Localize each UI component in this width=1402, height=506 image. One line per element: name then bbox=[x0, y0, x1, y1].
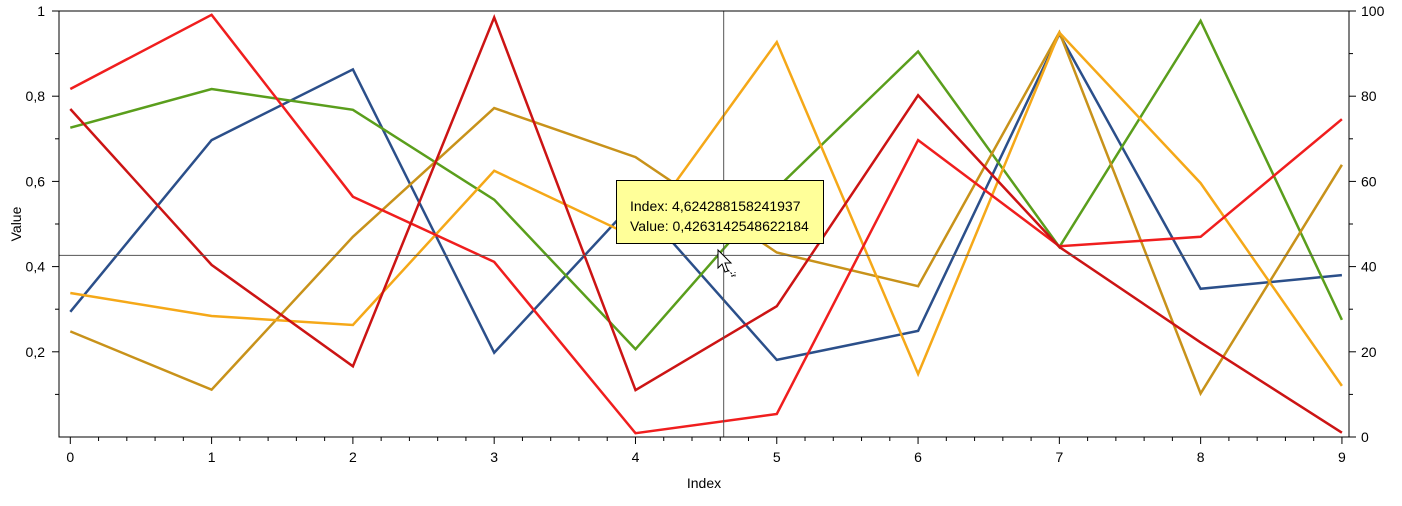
y-tick-label: 1 bbox=[37, 3, 45, 19]
x-tick-label: 5 bbox=[773, 449, 781, 465]
y2-tick-label: 100 bbox=[1361, 3, 1385, 19]
y-tick-label: 0,6 bbox=[26, 173, 46, 189]
y2-tick-label: 80 bbox=[1361, 88, 1377, 104]
y2-tick-label: 0 bbox=[1361, 429, 1369, 445]
tooltip-value-line: Value: 0,4263142548622184 bbox=[630, 218, 809, 234]
y-axis-title: Value bbox=[8, 206, 24, 241]
y2-tick-label: 20 bbox=[1361, 344, 1377, 360]
x-tick-label: 8 bbox=[1197, 449, 1205, 465]
x-axis-title: Index bbox=[687, 475, 721, 491]
x-tick-label: 7 bbox=[1055, 449, 1063, 465]
tracker-tooltip: Index: 4,624288158241937 Value: 0,426314… bbox=[616, 180, 824, 244]
x-tick-label: 4 bbox=[632, 449, 640, 465]
tick-labels: 0 1 2 3 4 5 6 7 8 9 0,2 0,4 0,6 0,8 1 0 20 40 60 80 100 bbox=[26, 3, 1385, 465]
axes bbox=[52, 10, 1356, 444]
y2-tick-label: 40 bbox=[1361, 259, 1377, 275]
y-tick-label: 0,8 bbox=[26, 88, 46, 104]
x-tick-label: 3 bbox=[490, 449, 498, 465]
move-cursor-icon bbox=[717, 248, 736, 277]
x-tick-label: 1 bbox=[208, 449, 216, 465]
series-line-5 bbox=[69, 13, 1343, 435]
y-tick-label: 0,4 bbox=[26, 259, 46, 275]
series-line-6 bbox=[69, 13, 1343, 434]
y-tick-label: 0,2 bbox=[26, 344, 46, 360]
x-tick-label: 2 bbox=[349, 449, 357, 465]
x-tick-label: 9 bbox=[1338, 449, 1346, 465]
tooltip-index-line: Index: 4,624288158241937 bbox=[630, 198, 801, 214]
x-tick-label: 0 bbox=[66, 449, 74, 465]
y2-tick-label: 60 bbox=[1361, 173, 1377, 189]
x-tick-label: 6 bbox=[914, 449, 922, 465]
series-line-4 bbox=[70, 30, 1343, 387]
series-line-2 bbox=[69, 18, 1344, 352]
